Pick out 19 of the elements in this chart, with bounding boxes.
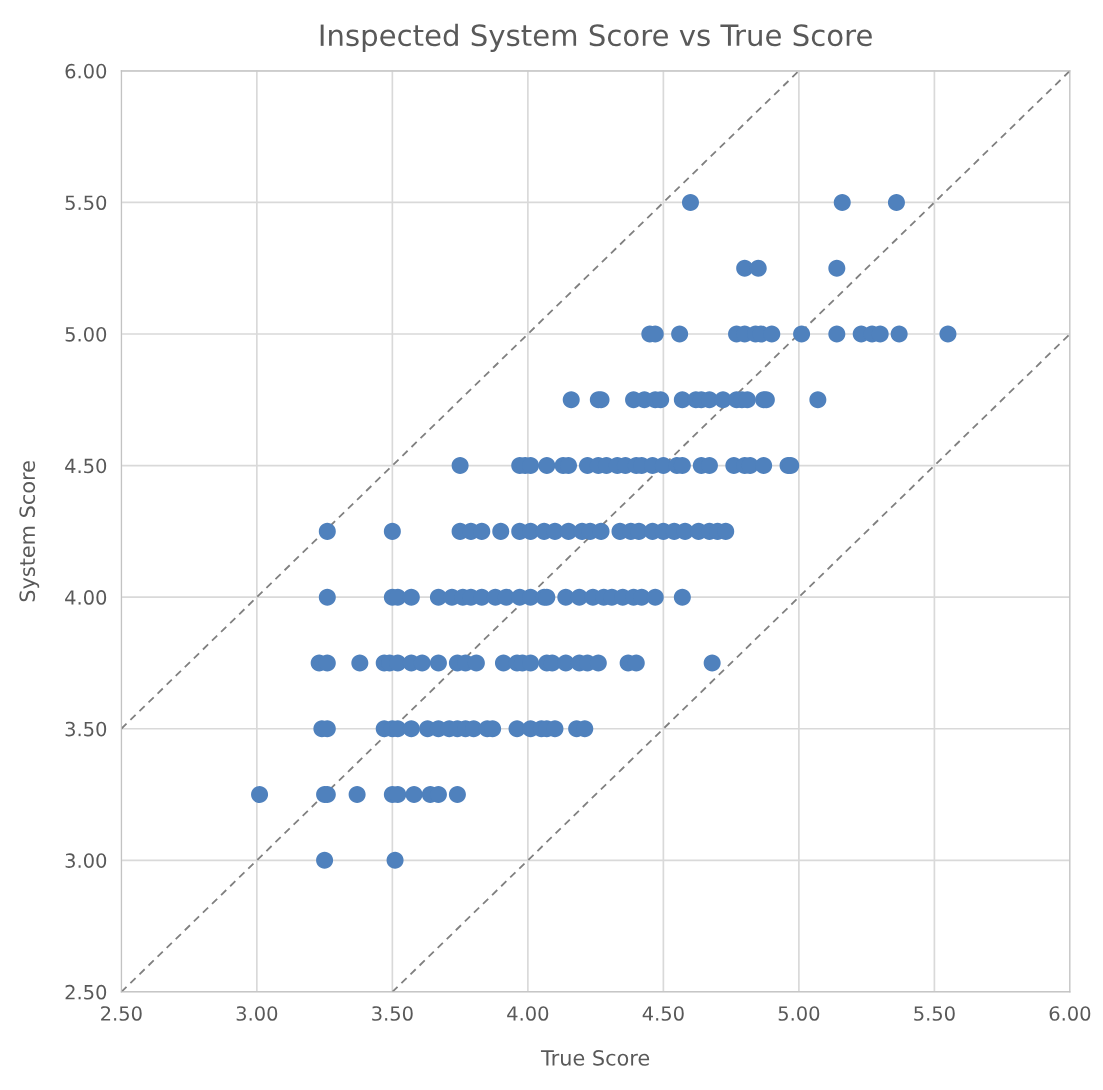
y-tick-label: 4.50 (65, 458, 107, 474)
y-tick-label: 4.00 (65, 590, 107, 605)
x-tick-label: 4.50 (642, 1006, 684, 1021)
y-tick-label: 2.50 (65, 984, 107, 1000)
chart-title: Inspected System Score vs True Score (320, 23, 872, 52)
y-tick-label: 5.00 (65, 326, 107, 342)
x-tick-label: 4.00 (507, 1006, 549, 1021)
x-tick-label: 5.50 (914, 1006, 955, 1021)
x-tick-label: 3.00 (236, 1006, 278, 1021)
y-tick-label: 3.00 (65, 853, 107, 868)
x-tick-label: 3.50 (372, 1006, 413, 1021)
y-tick-label: 6.00 (65, 63, 107, 79)
x-axis-title: True Score (540, 1049, 650, 1066)
x-tick-label: 2.50 (101, 1006, 142, 1021)
y-axis-title: System Score (19, 461, 40, 602)
y-tick-label: 3.50 (65, 721, 107, 737)
y-tick-label: 5.50 (65, 195, 107, 211)
x-tick-label: 5.00 (778, 1006, 820, 1021)
x-tick-label: 6.00 (1049, 1006, 1091, 1021)
